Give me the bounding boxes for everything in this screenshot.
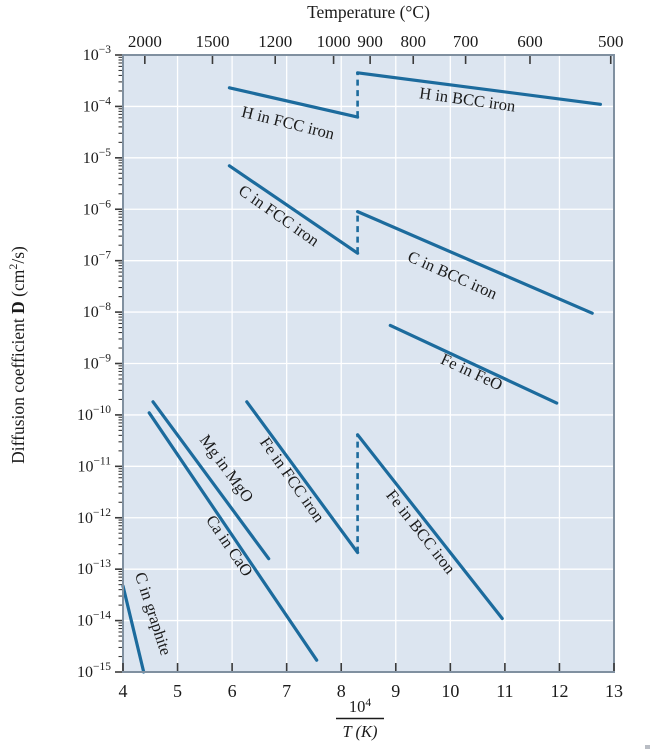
y-tick-label: 10−14 [77,610,111,630]
top-tick-label: 500 [598,32,624,51]
series-line-ca-in-cao [147,411,319,662]
x-tick-label: 7 [282,681,291,701]
y-tick-label: 10−13 [77,558,111,578]
series-line-c-in-bcc-iron [356,210,594,315]
x-axis-title-numerator: 104 [349,697,372,716]
x-tick-label: 10 [441,681,459,701]
top-tick-labels: 2000 1500 1200 1000 900 800 700 600 500 [128,32,624,51]
x-axis-title-denominator: T (K) [343,722,378,741]
y-tick-label: 10−4 [83,95,111,115]
top-tick-label: 800 [400,32,426,51]
y-tick-label: 10−15 [77,661,111,681]
x-tick-label: 5 [173,681,182,701]
series-lines [121,71,602,674]
x-tick-label: 6 [228,681,237,701]
top-axis-title: Temperature (°C) [307,2,430,22]
y-tick-label: 10−8 [83,301,111,321]
top-tick-label: 1000 [317,32,351,51]
series-line-fe-in-feo [388,323,559,405]
series-line-c-in-fcc-iron [227,164,360,255]
y-tick-label: 10−5 [83,147,111,167]
top-tick-label: 1200 [258,32,292,51]
x-tick-labels: 4 5 6 7 8 9 10 11 12 13 [119,681,624,701]
x-tick-label: 12 [550,681,568,701]
top-tick-label: 600 [517,32,543,51]
corner-artifact [645,745,650,749]
top-tick-label: 1500 [195,32,229,51]
top-tick-label: 900 [357,32,383,51]
x-tick-label: 8 [337,681,346,701]
y-tick-label: 10−3 [83,44,111,64]
series-line-c-in-graphite [121,584,146,674]
x-tick-label: 11 [496,681,513,701]
series-line-fe-in-fcc-iron [245,400,360,555]
x-tick-label: 13 [605,681,623,701]
y-tick-label: 10−7 [83,250,111,270]
y-tick-label: 10−12 [77,507,111,527]
series-line-h-in-fcc-iron [227,86,360,119]
series-line-h-in-bcc-iron [356,71,602,106]
top-axis-ticks [144,56,612,64]
y-axis-title: Diffusion coefficient D (cm2/s) [6,246,28,464]
series-line-fe-in-bcc-iron [356,433,504,621]
x-tick-label: 4 [119,681,128,701]
series-line-mg-in-mgo [151,400,271,561]
gridlines [123,55,614,672]
y-tick-labels: 10−3 10−4 10−5 10−6 10−7 10−8 10−9 10−10 10−11 10… [77,44,111,681]
y-tick-label: 10−6 [83,198,111,218]
y-axis-ticks [115,54,122,673]
y-tick-label: 10−11 [77,455,111,475]
top-tick-label: 2000 [128,32,162,51]
plot-frame [122,54,615,673]
x-tick-label: 9 [391,681,400,701]
y-tick-label: 10−10 [77,404,111,424]
x-axis-ticks [122,663,615,671]
y-tick-label: 10−9 [83,353,111,373]
top-tick-label: 700 [453,32,479,51]
